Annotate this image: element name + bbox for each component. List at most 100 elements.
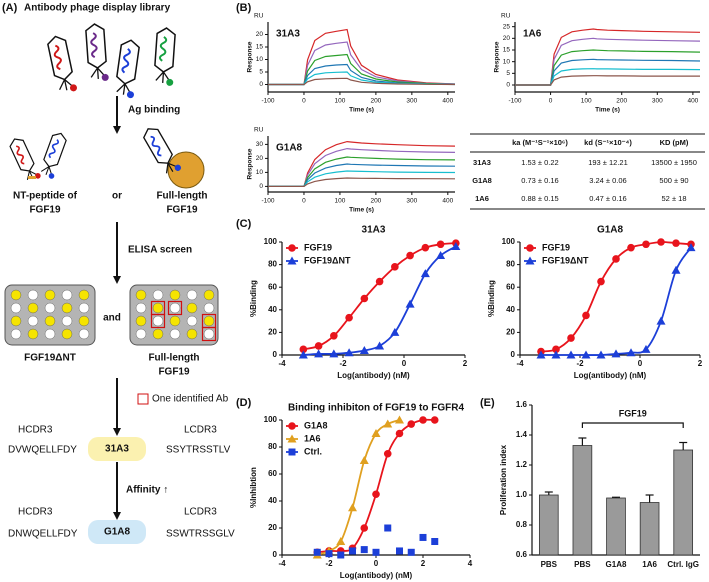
- phage: [9, 138, 41, 180]
- sensorgram-line: [515, 49, 701, 86]
- legend-label: G1A8: [304, 420, 328, 430]
- y-axis-label: Response: [247, 148, 254, 179]
- data-point: [391, 263, 399, 271]
- well: [78, 302, 90, 314]
- x-tick-label: 400: [687, 98, 698, 105]
- data-point: [383, 449, 392, 458]
- y-tick-label: 40: [506, 305, 515, 314]
- y-tick-label: 40: [268, 305, 277, 314]
- well: [152, 289, 164, 301]
- table-cell: 0.73 ± 0.16: [521, 176, 558, 185]
- y-tick-label: 80: [268, 442, 277, 451]
- data-point: [395, 415, 404, 424]
- antibody-name: 31A3: [105, 444, 129, 455]
- y-tick-label: 10: [503, 58, 511, 65]
- x-tick-label: -4: [516, 359, 524, 368]
- annotation: FGF19: [619, 408, 647, 418]
- phage-ab: [70, 84, 78, 92]
- hit-box: [167, 300, 183, 316]
- data-point: [626, 348, 636, 357]
- data-point: [451, 242, 461, 251]
- bar: [538, 494, 559, 556]
- y-tick-label: 60: [506, 282, 515, 291]
- data-point: [299, 345, 308, 354]
- phage-gene: [150, 135, 162, 157]
- y-tick-label: 20: [268, 328, 277, 337]
- data-point: [330, 331, 338, 340]
- y-tick-label: 80: [506, 260, 515, 269]
- plate-label: Full-length: [148, 353, 199, 364]
- sensorgram-line: [515, 68, 701, 86]
- y-tick-label: 20: [256, 31, 264, 38]
- phage: [143, 128, 182, 174]
- y-tick-label: 100: [502, 237, 516, 246]
- x-tick-label: 2: [698, 359, 703, 368]
- well: [152, 328, 164, 340]
- x-axis-label: Log(antibody) (nM): [340, 571, 413, 580]
- sensorgram-line: [268, 177, 456, 187]
- well: [203, 328, 215, 340]
- well: [186, 315, 198, 327]
- x-tick-label: 1A6: [642, 560, 657, 569]
- antibody-box: [88, 520, 146, 544]
- table-cell: 3.24 ± 0.06: [589, 176, 626, 185]
- sensorgram-line: [268, 77, 456, 86]
- table-header: kd (S⁻¹×10⁻⁴): [584, 138, 632, 147]
- chart-title: G1A8: [597, 225, 624, 236]
- y-tick-label: 0: [273, 350, 278, 359]
- data-point: [627, 243, 635, 252]
- legend-marker: [288, 422, 296, 430]
- data-point: [551, 350, 561, 359]
- data-point: [325, 550, 333, 558]
- panel-label: (D): [236, 397, 252, 409]
- x-tick-label: 300: [406, 98, 417, 105]
- phage-ab: [48, 173, 55, 179]
- sensorgram-line: [268, 156, 456, 187]
- antigen: [167, 151, 205, 189]
- data-point: [686, 243, 696, 252]
- sensorgram-line: [268, 170, 456, 187]
- data-point: [596, 350, 606, 359]
- y-tick-label: 15: [503, 47, 511, 54]
- x-tick-label: 2: [463, 359, 468, 368]
- data-point: [641, 344, 651, 353]
- x-tick-label: -2: [325, 559, 333, 568]
- panel-label: (B): [236, 2, 252, 14]
- phage-ab: [101, 73, 109, 81]
- well: [27, 315, 39, 327]
- well: [203, 289, 215, 301]
- x-tick-label: 400: [442, 198, 453, 205]
- data-point: [436, 240, 445, 249]
- key-label: One identified Ab: [152, 394, 229, 405]
- legend-marker: [525, 256, 535, 265]
- plate: [4, 284, 96, 346]
- legend-marker: [287, 256, 297, 265]
- x-tick-label: 200: [370, 98, 381, 105]
- data-point: [359, 345, 369, 354]
- sensorgram-line: [515, 37, 701, 86]
- x-tick-label: -4: [278, 359, 286, 368]
- y-axis-label: Proliferation index: [499, 444, 508, 515]
- phage-gene: [16, 145, 25, 165]
- x-tick-label: 0: [402, 359, 407, 368]
- table-cell: 500 ± 90: [659, 176, 688, 185]
- table-cell: 1.53 ± 0.22: [521, 158, 558, 167]
- well: [10, 302, 22, 314]
- phage-ab: [126, 91, 134, 99]
- cdr-seq: SSYTRSSTLV: [166, 445, 231, 456]
- phage-gene: [90, 32, 98, 59]
- table-cell: 0.88 ± 0.15: [521, 194, 558, 203]
- well: [152, 302, 164, 314]
- well: [152, 315, 164, 327]
- x-tick-label: 100: [334, 198, 345, 205]
- panel-label: (E): [480, 397, 495, 409]
- table-cell: 31A3: [473, 158, 491, 167]
- x-tick-label: PBS: [574, 560, 591, 569]
- data-point: [348, 503, 357, 512]
- well: [78, 315, 90, 327]
- data-point: [407, 420, 416, 428]
- y-axis-label: %Binding: [487, 280, 496, 317]
- data-point: [375, 277, 384, 286]
- y-unit: RU: [254, 13, 264, 20]
